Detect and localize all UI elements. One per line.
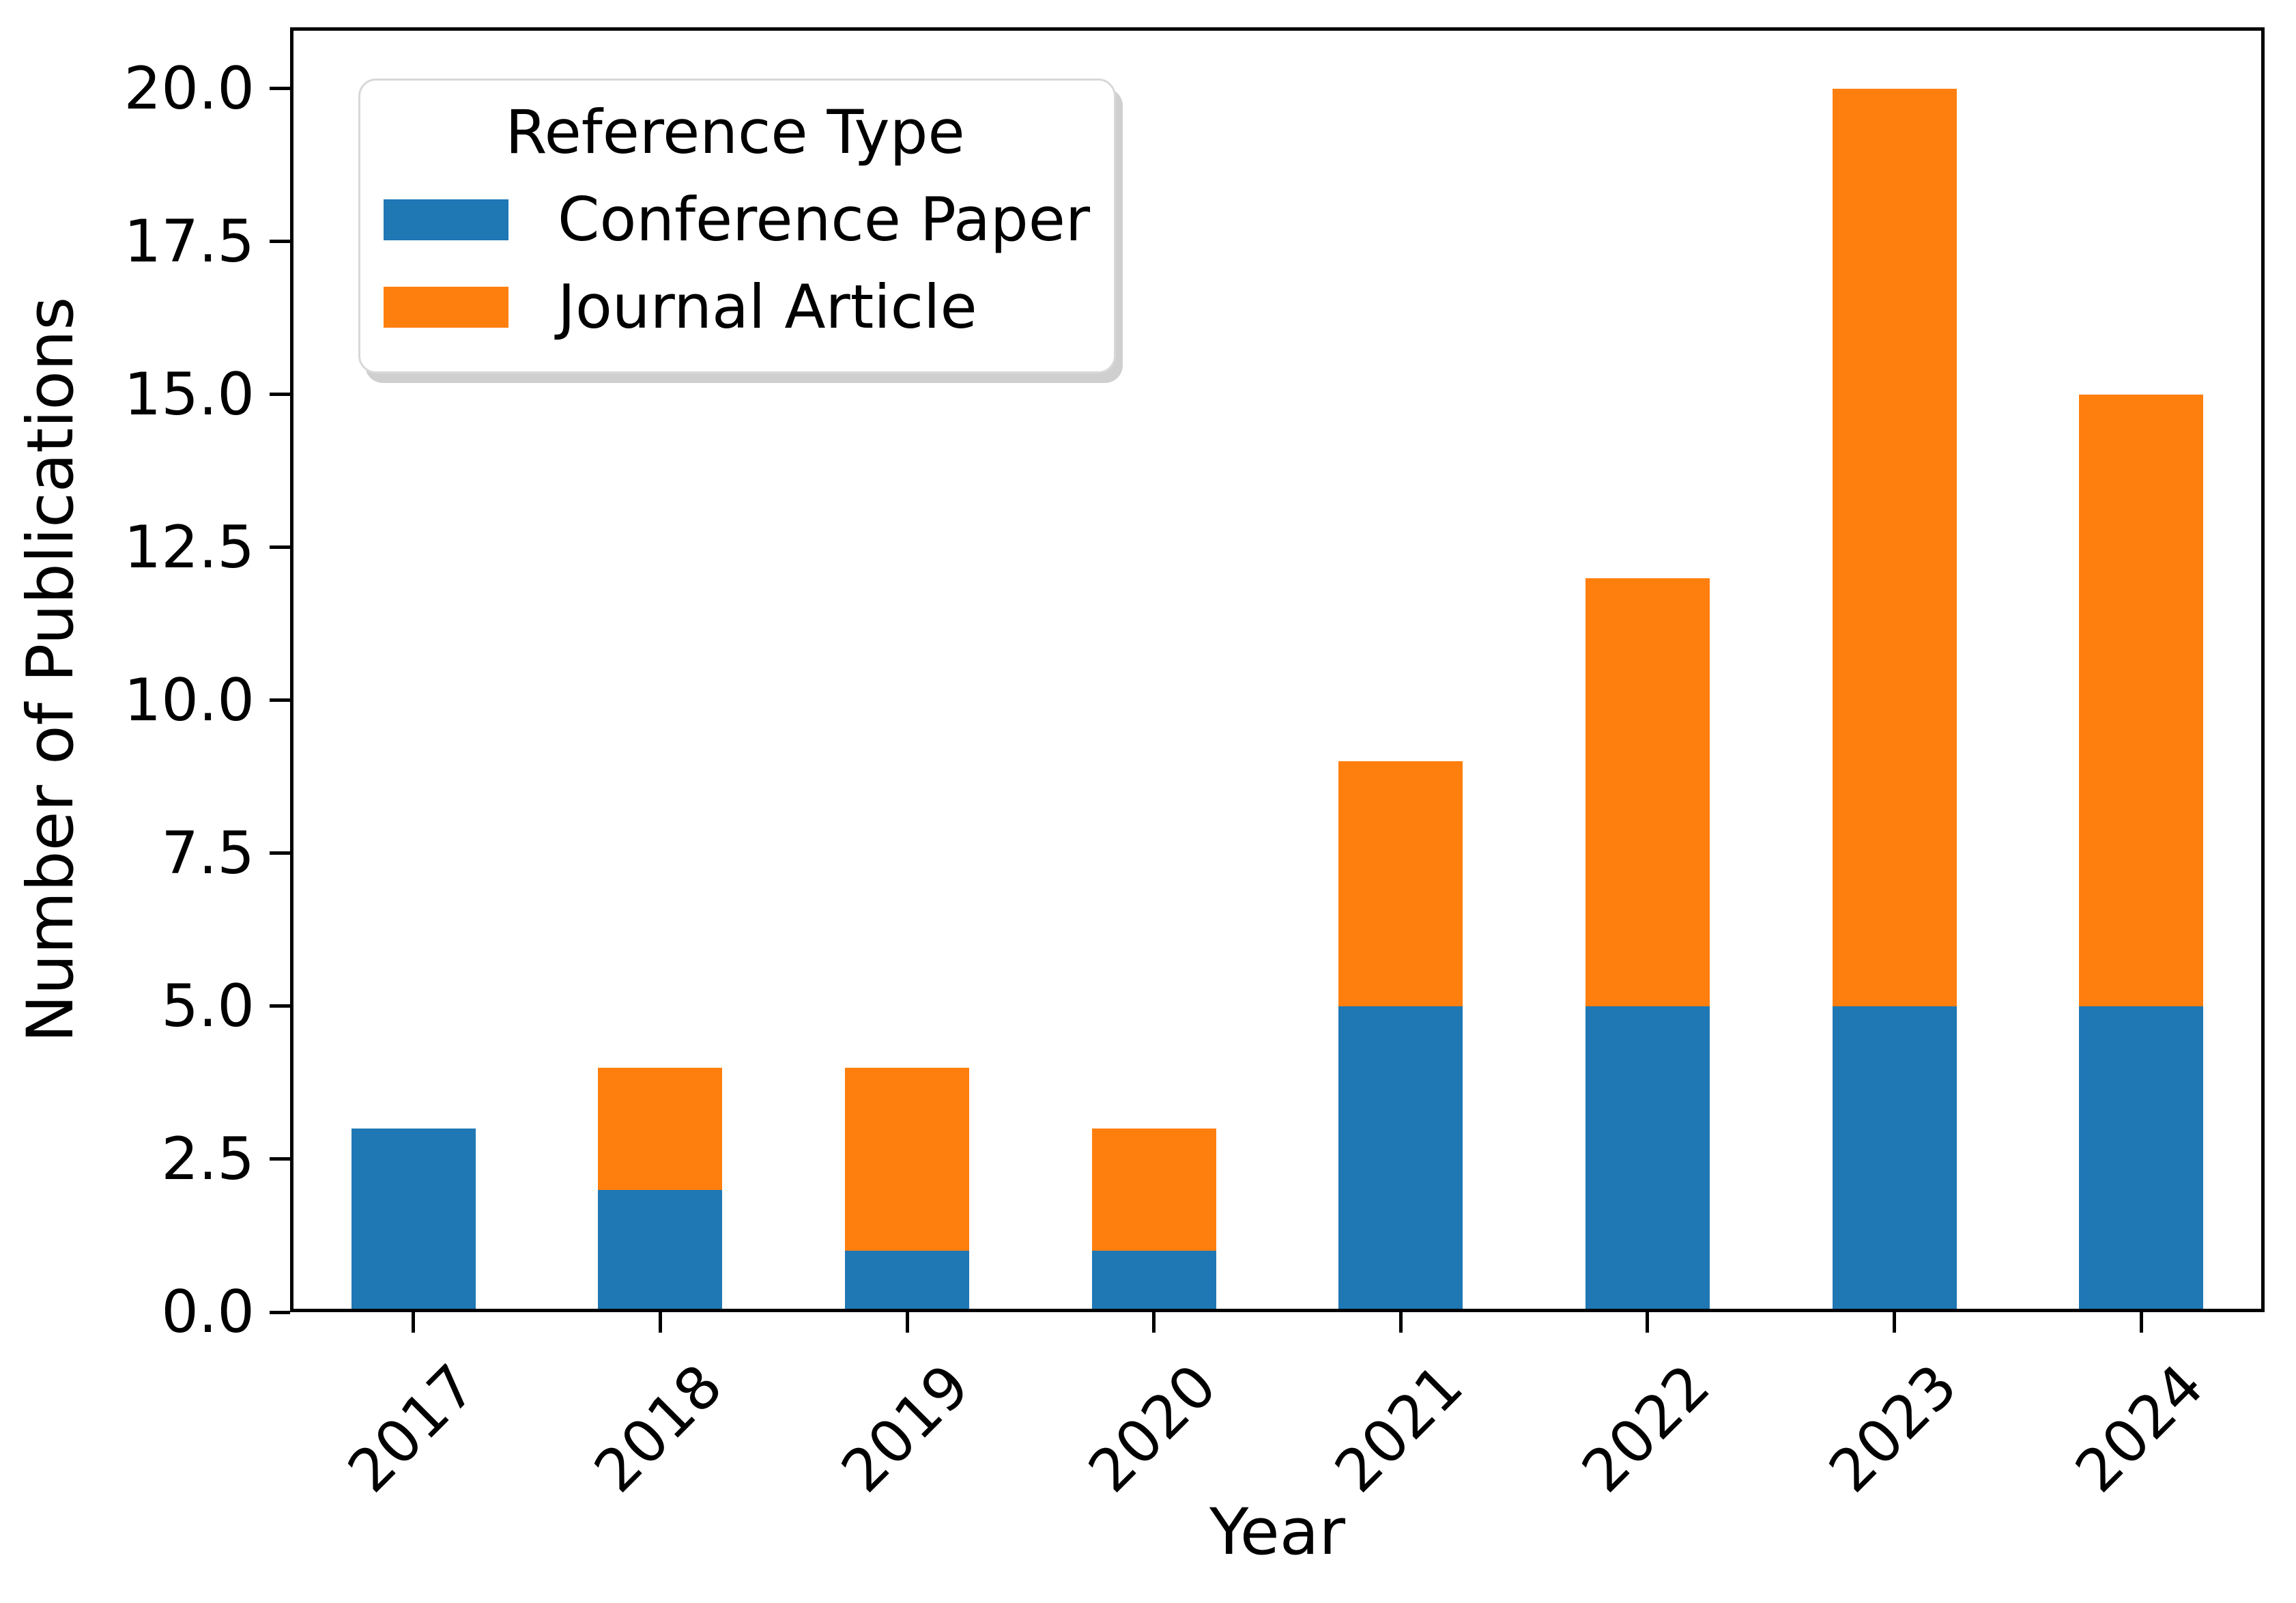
y-tick-label: 15.0	[124, 360, 255, 429]
legend-label: Conference Paper	[558, 184, 1091, 255]
legend-item-journal-article: Journal Article	[384, 266, 1087, 348]
conference-paper-swatch-icon	[384, 199, 508, 240]
x-tick-mark	[1398, 1312, 1403, 1333]
x-axis-label: Year	[1209, 1495, 1345, 1570]
y-tick-label: 17.5	[124, 207, 255, 276]
y-tick-mark	[270, 87, 290, 91]
x-tick-label: 2023	[1816, 1352, 1970, 1506]
y-tick-mark	[270, 240, 290, 244]
x-tick-mark	[1893, 1312, 1897, 1333]
bar-segment-2017-conference-paper	[351, 1129, 476, 1312]
y-tick-label: 7.5	[161, 819, 255, 888]
x-tick-mark	[1646, 1312, 1650, 1333]
y-tick-mark	[270, 1310, 290, 1314]
y-tick-label: 2.5	[161, 1124, 255, 1193]
y-axis-label: Number of Publications	[14, 296, 88, 1043]
y-tick-mark	[270, 851, 290, 855]
y-tick-label: 0.0	[161, 1278, 255, 1346]
bar-segment-2023-conference-paper	[1832, 1006, 1957, 1312]
bar-segment-2022-conference-paper	[1585, 1006, 1710, 1312]
y-tick-label: 5.0	[161, 971, 255, 1040]
bar-segment-2020-conference-paper	[1091, 1251, 1216, 1312]
legend-item-conference-paper: Conference Paper	[384, 179, 1091, 261]
x-tick-mark	[658, 1312, 662, 1333]
y-tick-mark	[270, 1004, 290, 1008]
y-tick-label: 20.0	[124, 54, 255, 123]
x-tick-mark	[905, 1312, 909, 1333]
x-tick-mark	[2139, 1312, 2143, 1333]
bar-segment-2019-conference-paper	[845, 1251, 970, 1312]
legend-box: Reference Type Conference Paper Journal …	[358, 79, 1116, 373]
y-tick-mark	[270, 1157, 290, 1161]
x-tick-label: 2017	[335, 1352, 489, 1506]
x-tick-mark	[1152, 1312, 1156, 1333]
y-tick-mark	[270, 545, 290, 550]
bar-segment-2018-journal-article	[598, 1067, 723, 1190]
x-tick-label: 2024	[2063, 1352, 2217, 1506]
journal-article-swatch-icon	[384, 287, 508, 328]
bar-segment-2018-conference-paper	[598, 1189, 723, 1312]
bar-segment-2022-journal-article	[1585, 578, 1710, 1006]
bar-segment-2021-conference-paper	[1338, 1006, 1463, 1312]
legend-title: Reference Type	[505, 97, 965, 167]
bar-segment-2024-conference-paper	[2079, 1006, 2204, 1312]
y-tick-label: 10.0	[124, 666, 255, 735]
y-tick-mark	[270, 698, 290, 703]
y-tick-label: 12.5	[124, 513, 255, 582]
x-tick-label: 2018	[582, 1352, 736, 1506]
bar-segment-2020-journal-article	[1091, 1129, 1216, 1251]
bar-segment-2019-journal-article	[845, 1067, 970, 1251]
legend-label: Journal Article	[558, 272, 977, 342]
x-tick-mark	[412, 1312, 416, 1333]
bar-segment-2023-journal-article	[1832, 88, 1957, 1006]
bar-segment-2021-journal-article	[1338, 761, 1463, 1006]
bar-segment-2024-journal-article	[2079, 394, 2204, 1006]
y-tick-mark	[270, 393, 290, 397]
